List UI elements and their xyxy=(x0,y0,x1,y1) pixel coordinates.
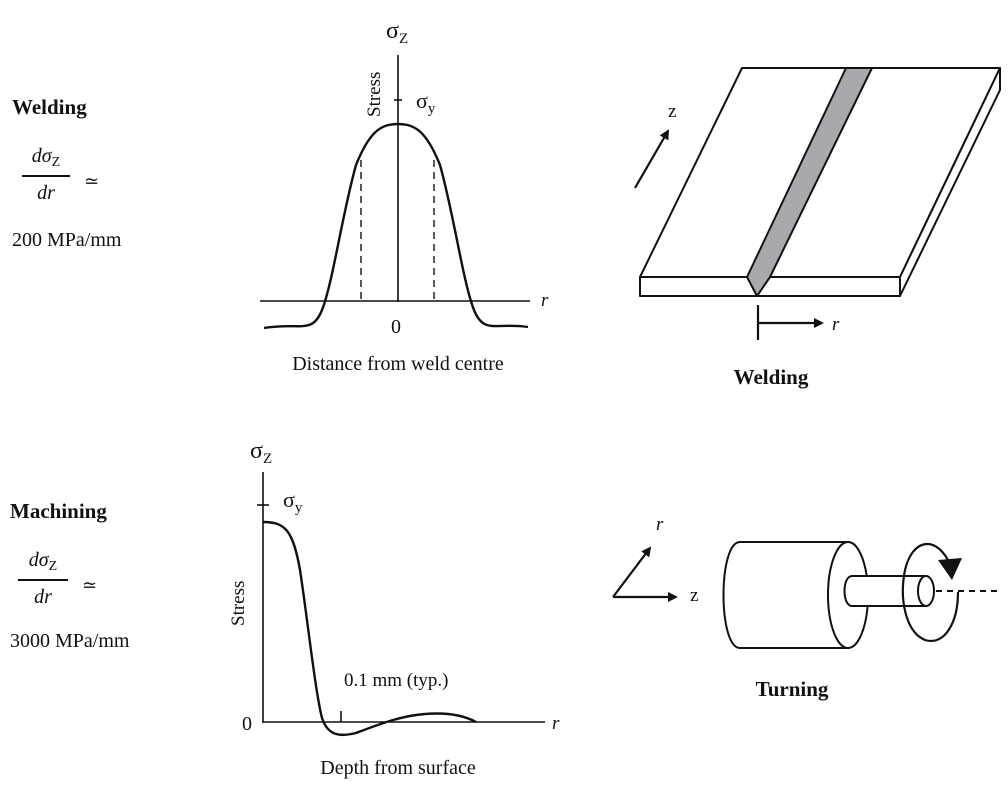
welding-title: Welding xyxy=(12,95,87,119)
welding-stress-curve xyxy=(263,122,529,330)
welded-plate-sketch xyxy=(639,67,1001,297)
sketch-z-arrow xyxy=(634,129,670,189)
machining-fraction-bar xyxy=(18,579,68,581)
plate-side-face xyxy=(899,67,1001,297)
machining-x-caption: Depth from surface xyxy=(320,757,476,779)
rotation-arrow-icon xyxy=(901,542,960,643)
machining-approx-sign: ≃ xyxy=(82,575,98,595)
welding-fraction-bar xyxy=(22,175,70,177)
welding-gradient-numerator: dσZ xyxy=(31,145,61,170)
welding-gradient-denominator: dr xyxy=(37,182,55,204)
welding-stress-graph xyxy=(260,55,530,330)
machining-yield-label: σy xyxy=(283,487,303,516)
machining-stress-graph xyxy=(257,472,545,737)
welding-stress-label: Stress xyxy=(364,72,385,117)
machining-gradient-denominator: dr xyxy=(34,586,52,608)
spindle-end-face xyxy=(917,575,935,607)
machining-stress-label: Stress xyxy=(228,581,249,626)
sketch-z-label: z xyxy=(668,101,676,122)
workpiece-body xyxy=(722,541,849,649)
machining-depth-note: 0.1 mm (typ.) xyxy=(344,670,449,691)
turning-workpiece-sketch xyxy=(722,541,935,649)
welding-yield-label: σy xyxy=(416,88,436,117)
plate-front-face xyxy=(639,276,901,297)
welding-gradient-value: 200 MPa/mm xyxy=(12,229,122,251)
machining-gradient-numerator: dσZ xyxy=(28,549,58,574)
machining-zero-label: 0 xyxy=(242,713,252,735)
welding-x-caption: Distance from weld centre xyxy=(292,353,504,375)
turning-r-axis-arrow xyxy=(612,546,652,598)
welding-axis-sigma-z: σZ xyxy=(386,18,408,47)
welding-approx-sign: ≃ xyxy=(84,171,100,191)
turning-r-label: r xyxy=(656,514,664,535)
rotation-arrowhead-icon xyxy=(938,558,962,580)
welding-zero-label: 0 xyxy=(391,316,401,338)
sketch-r-label: r xyxy=(832,314,840,335)
machining-axis-sigma-z: σZ xyxy=(250,438,272,467)
machining-stress-curve xyxy=(262,520,477,737)
turning-sketch-caption: Turning xyxy=(756,677,829,701)
machining-r-label: r xyxy=(552,713,560,734)
welding-r-label: r xyxy=(541,290,549,311)
machining-gradient-value: 3000 MPa/mm xyxy=(10,630,130,652)
machining-title: Machining xyxy=(10,499,107,523)
weld-bead xyxy=(746,67,873,297)
welding-sketch-caption: Welding xyxy=(734,365,809,389)
machining-gradient-fraction: dσZ dr xyxy=(18,550,68,607)
workpiece-spindle xyxy=(843,575,927,607)
welding-gradient-fraction: dσZ dr xyxy=(22,146,70,203)
turning-z-label: z xyxy=(690,585,698,606)
